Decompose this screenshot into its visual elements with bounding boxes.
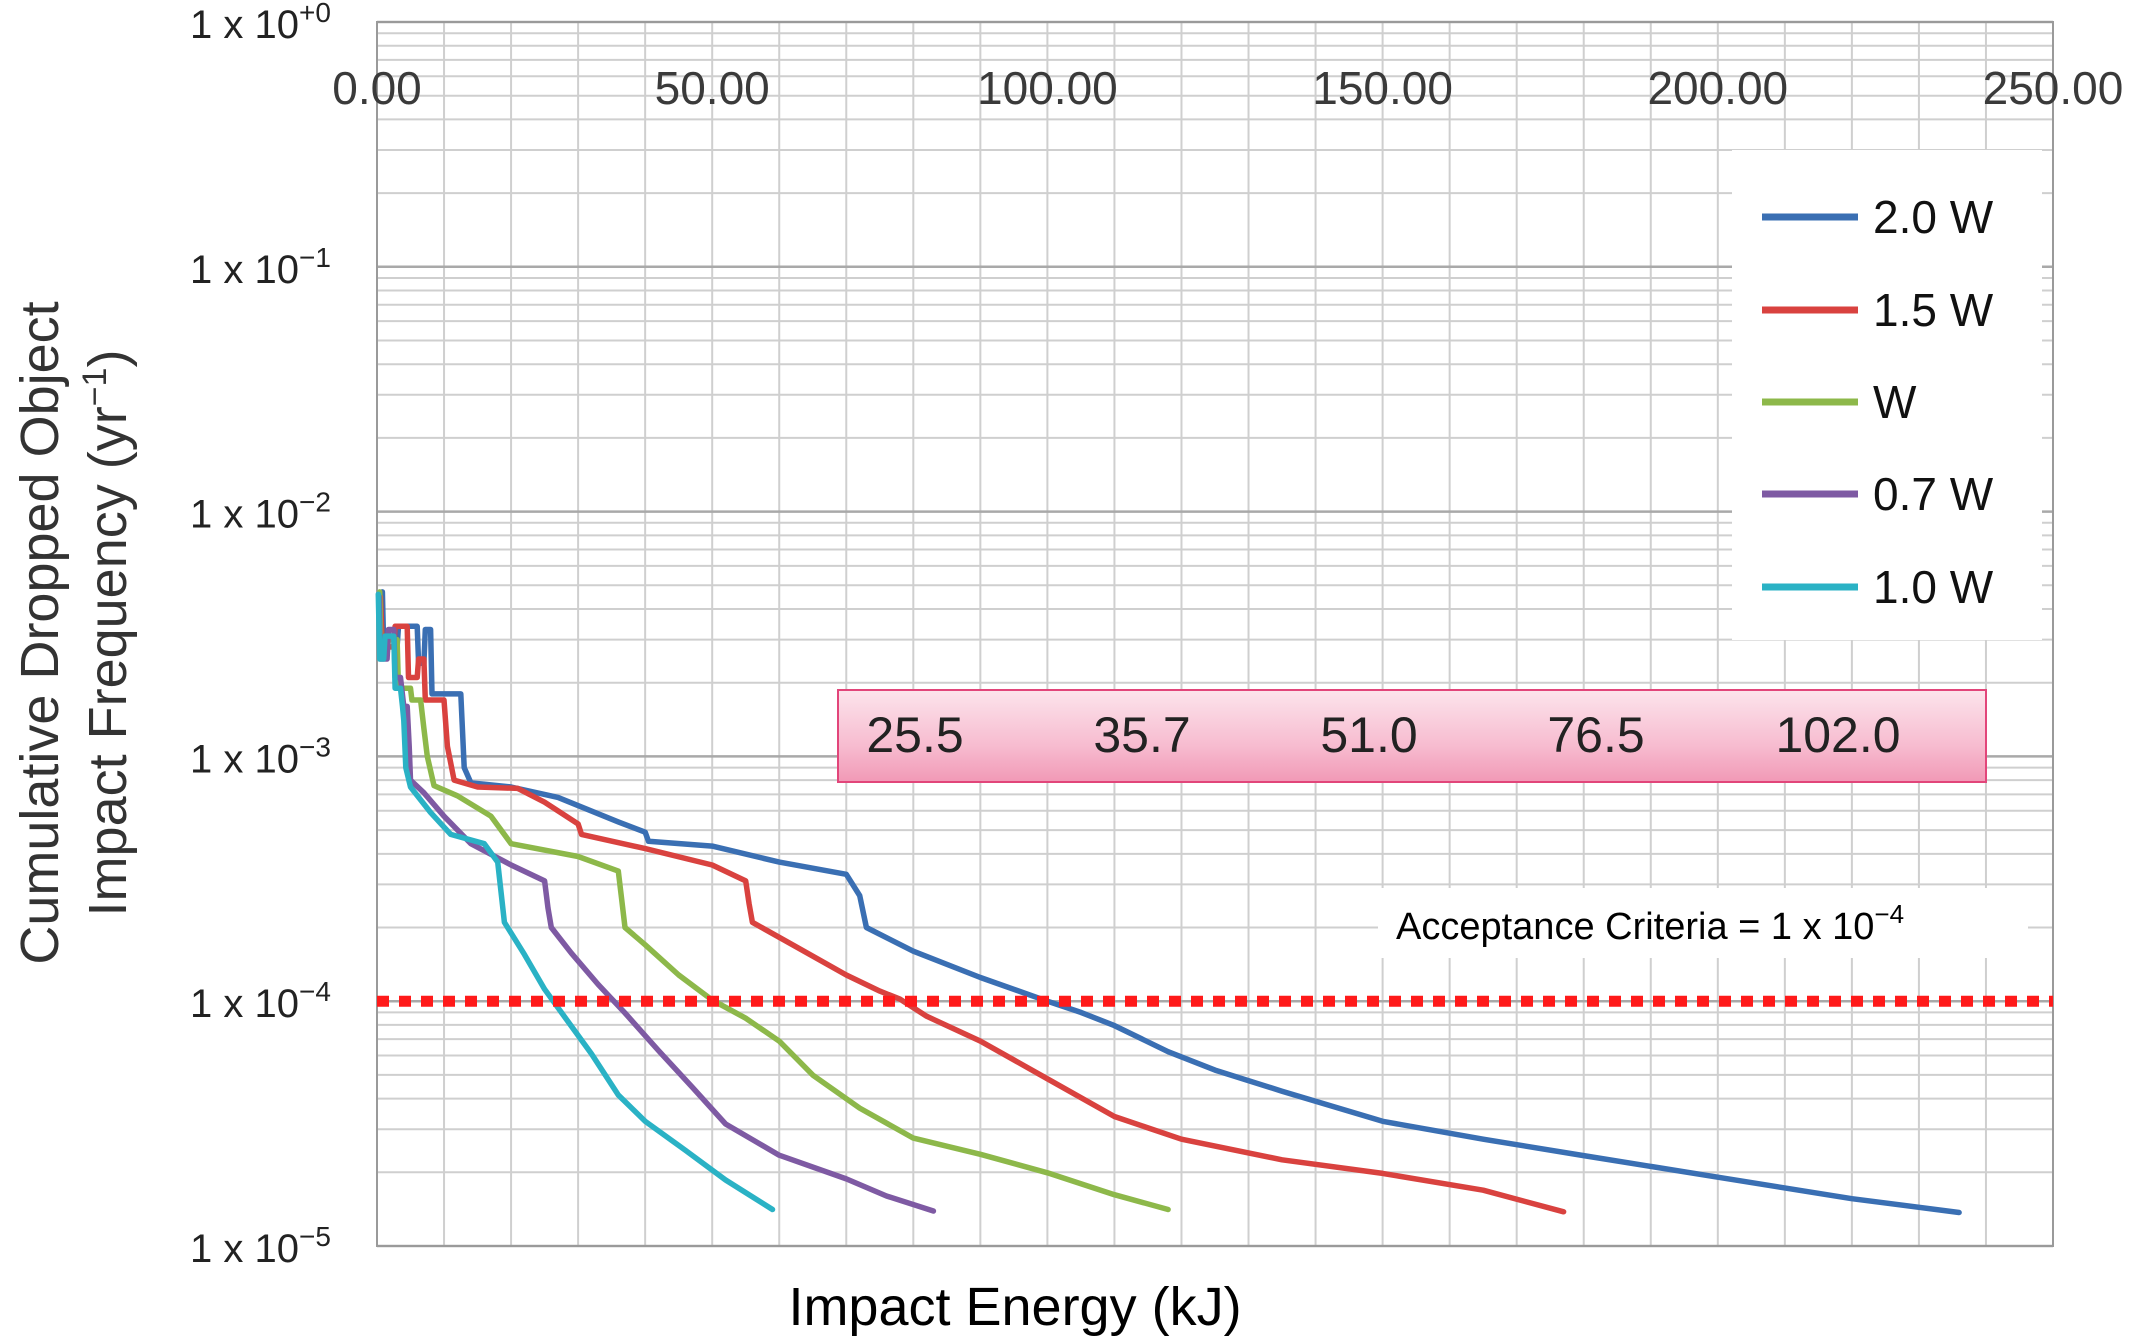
series-line <box>375 591 776 1213</box>
legend-label: 1.0 W <box>1873 561 1994 613</box>
annotation-box <box>837 689 1987 783</box>
x-axis-label: Impact Energy (kJ) <box>788 1277 1241 1337</box>
legend-label: 2.0 W <box>1873 191 1994 243</box>
legend-label: W <box>1873 376 1917 428</box>
series-line <box>376 593 937 1214</box>
annotation-value: 35.7 <box>1093 707 1190 763</box>
y-tick-label: 1 x 10+0 <box>190 0 331 47</box>
annotation-value: 76.5 <box>1547 707 1644 763</box>
legend-label: 0.7 W <box>1873 468 1994 520</box>
series-lines <box>375 589 1962 1216</box>
acceptance-criteria: Acceptance Criteria = 1 x 10−4 <box>377 888 2053 1007</box>
axis-labels: Impact Energy (kJ) Cumulative Dropped Ob… <box>10 301 1242 1337</box>
annotation-value: 102.0 <box>1775 707 1900 763</box>
y-tick-label: 1 x 10−5 <box>190 1221 331 1271</box>
legend-box <box>1732 150 2042 640</box>
legend-label: 1.5 W <box>1873 284 1994 336</box>
energy-annotation-box: 25.5 35.7 51.0 76.5 102.0 <box>837 689 1987 783</box>
acceptance-label-background <box>1378 888 2028 958</box>
x-axis: 0.00 50.00 100.00 150.00 200.00 250.00 <box>332 62 2123 114</box>
x-tick-label: 50.00 <box>655 62 770 114</box>
x-tick-label: 100.00 <box>977 62 1118 114</box>
y-tick-label: 1 x 10−3 <box>190 731 331 781</box>
x-tick-label: 0.00 <box>332 62 422 114</box>
series-line <box>377 593 1567 1215</box>
x-tick-label: 250.00 <box>1983 62 2124 114</box>
x-tick-label: 150.00 <box>1312 62 1453 114</box>
legend: 2.0 W 1.5 W W 0.7 W 1.0 W <box>1732 150 2042 640</box>
x-tick-label: 200.00 <box>1647 62 1788 114</box>
acceptance-label: Acceptance Criteria = 1 x 10−4 <box>1396 899 1904 948</box>
y-axis-label-line2: Impact Frequency (yr−1) <box>76 350 138 917</box>
y-axis: 1 x 10+0 1 x 10−1 1 x 10−2 1 x 10−3 1 x 10−4… <box>190 0 331 1271</box>
annotation-value: 51.0 <box>1320 707 1417 763</box>
y-axis-label-line1: Cumulative Dropped Object <box>10 301 70 964</box>
y-tick-label: 1 x 10−1 <box>190 242 331 292</box>
y-tick-label: 1 x 10−2 <box>190 487 331 537</box>
annotation-value: 25.5 <box>866 707 963 763</box>
series-line <box>379 589 1962 1216</box>
y-tick-label: 1 x 10−4 <box>190 976 331 1026</box>
series-line <box>376 589 1171 1213</box>
